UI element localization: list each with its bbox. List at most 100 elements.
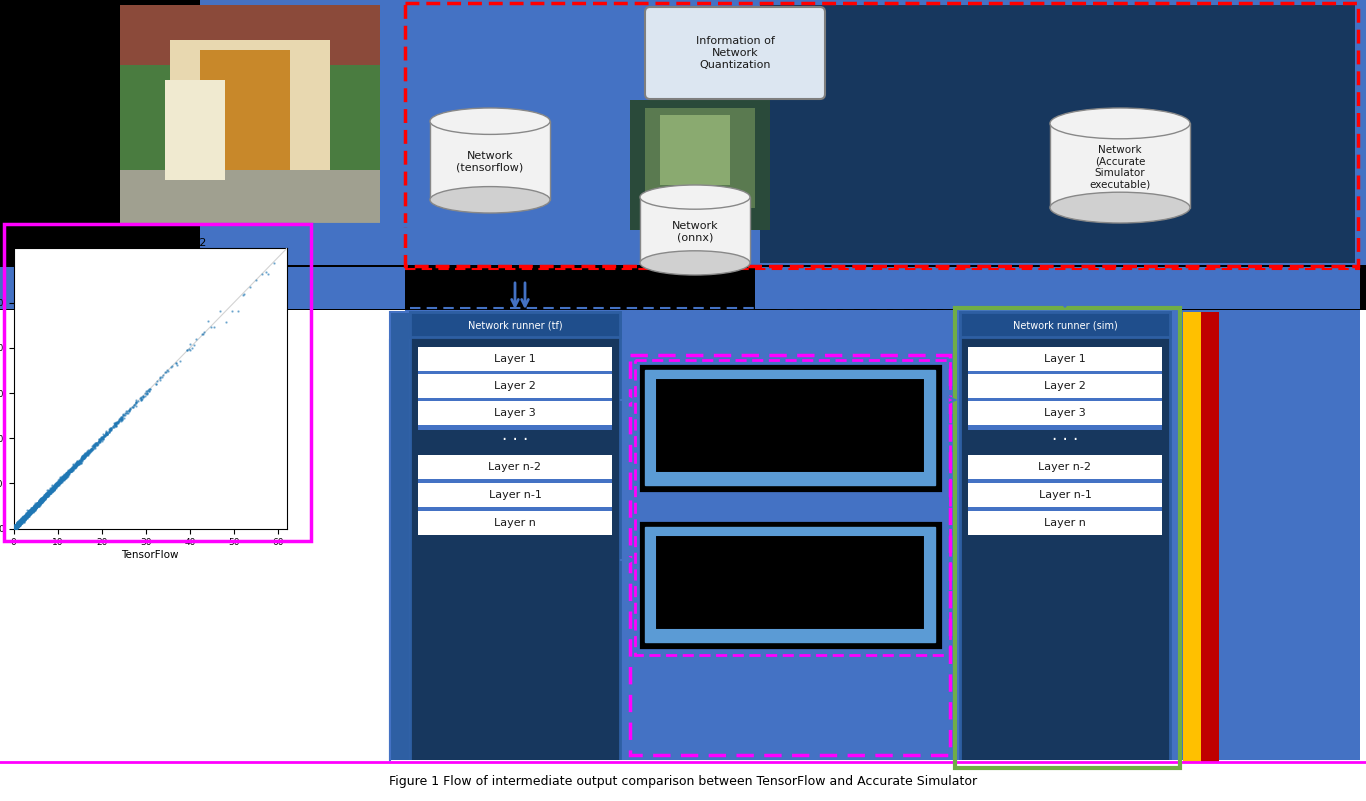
Point xyxy=(111,412,133,425)
Point xyxy=(29,496,51,509)
Point xyxy=(117,404,139,417)
Point xyxy=(5,521,27,533)
Point xyxy=(16,509,38,521)
Point xyxy=(29,495,51,508)
Point xyxy=(44,479,66,492)
Point xyxy=(15,509,37,522)
Point xyxy=(40,484,61,497)
Point xyxy=(64,460,86,473)
Point xyxy=(53,473,75,485)
Point xyxy=(15,511,37,524)
Point xyxy=(22,501,44,514)
Point xyxy=(33,493,55,506)
Point xyxy=(157,364,179,377)
Point xyxy=(11,513,33,526)
Point xyxy=(33,491,55,504)
Point xyxy=(26,500,48,513)
Point xyxy=(5,520,27,533)
Point xyxy=(14,512,36,525)
Point xyxy=(45,477,67,489)
Point xyxy=(76,446,98,459)
Point xyxy=(66,457,87,470)
Point xyxy=(11,513,33,526)
Point xyxy=(33,489,55,501)
Point xyxy=(8,516,30,529)
Point xyxy=(66,458,87,471)
Point xyxy=(44,479,66,492)
Point xyxy=(41,484,63,497)
Point xyxy=(3,522,25,535)
Point xyxy=(130,393,152,406)
Point xyxy=(19,505,41,517)
Point xyxy=(3,522,25,535)
Point xyxy=(97,425,119,438)
Point xyxy=(11,514,33,527)
Point xyxy=(96,426,117,439)
Point xyxy=(25,499,46,512)
Point xyxy=(16,506,38,519)
Point xyxy=(67,455,89,468)
Point xyxy=(8,517,30,529)
Point xyxy=(46,477,68,489)
Point xyxy=(12,513,34,526)
Point xyxy=(55,467,76,480)
Point xyxy=(12,515,34,528)
Point xyxy=(10,516,31,529)
Point xyxy=(42,481,64,494)
Point xyxy=(33,492,55,505)
Point xyxy=(7,519,29,532)
Point xyxy=(5,519,27,532)
Point xyxy=(12,513,34,526)
Point xyxy=(64,461,86,473)
Point xyxy=(15,509,37,522)
Point xyxy=(7,518,29,531)
FancyBboxPatch shape xyxy=(199,50,290,170)
Point xyxy=(49,475,71,488)
Point xyxy=(86,437,108,449)
Point xyxy=(51,474,72,487)
Point xyxy=(16,507,38,520)
Point xyxy=(26,500,48,513)
FancyBboxPatch shape xyxy=(410,312,620,337)
Point xyxy=(10,515,31,528)
Point xyxy=(3,521,25,534)
Point xyxy=(40,485,61,498)
Point xyxy=(96,428,117,441)
Point xyxy=(22,503,44,516)
Point xyxy=(4,522,26,535)
Point xyxy=(3,521,25,534)
Point xyxy=(4,520,26,533)
Point xyxy=(37,487,59,500)
Point xyxy=(18,508,40,521)
Point xyxy=(33,490,55,503)
Point xyxy=(48,476,70,489)
Point xyxy=(79,444,101,457)
FancyBboxPatch shape xyxy=(638,520,943,650)
Point xyxy=(33,493,55,505)
Point xyxy=(36,488,57,501)
Point xyxy=(12,513,34,525)
Point xyxy=(10,516,31,529)
Point xyxy=(26,498,48,511)
Point xyxy=(15,511,37,524)
Point xyxy=(26,498,48,511)
Point xyxy=(7,518,29,531)
Point xyxy=(29,493,51,506)
Point xyxy=(4,521,26,534)
Point xyxy=(14,514,36,527)
Point xyxy=(16,509,38,522)
Point xyxy=(22,504,44,517)
Point xyxy=(34,491,56,504)
Point xyxy=(8,518,30,531)
Point xyxy=(4,519,26,532)
Point xyxy=(57,465,79,477)
Point xyxy=(10,516,31,529)
Point xyxy=(27,497,49,509)
Point xyxy=(3,522,25,535)
Point xyxy=(45,478,67,491)
Point xyxy=(16,508,38,521)
Point xyxy=(26,497,48,509)
Point xyxy=(8,517,30,530)
Point xyxy=(22,505,44,517)
Point xyxy=(111,413,133,426)
